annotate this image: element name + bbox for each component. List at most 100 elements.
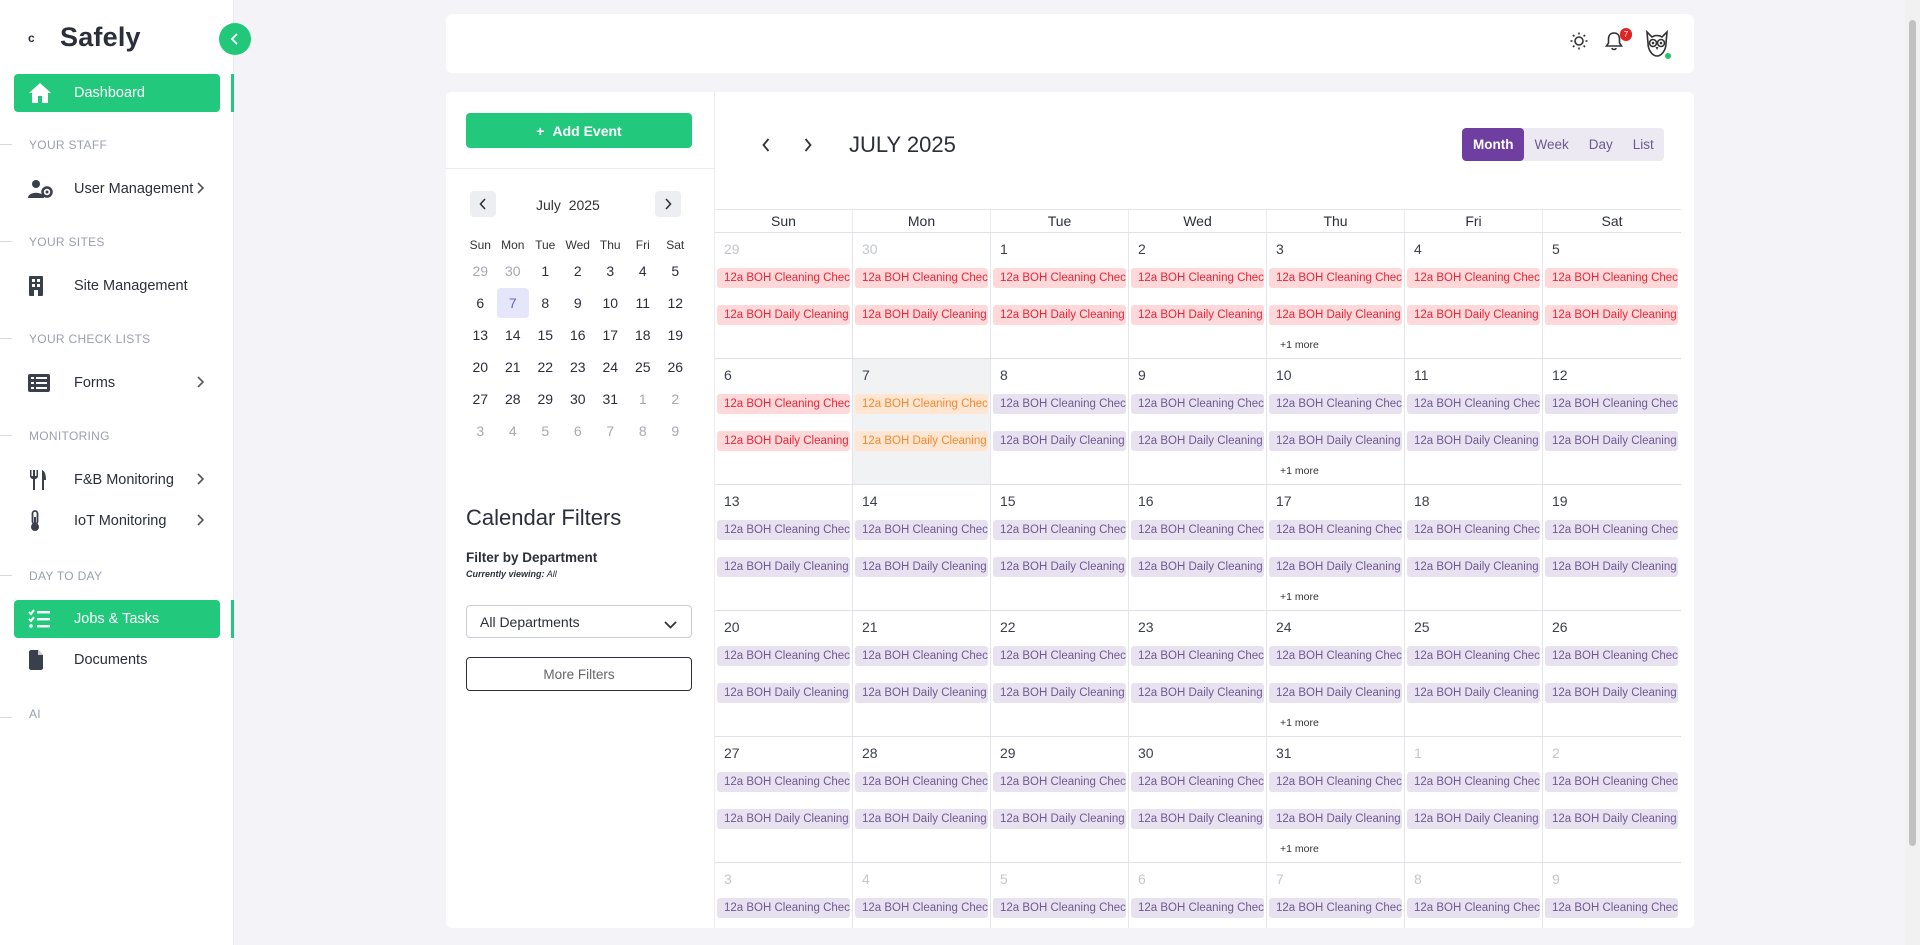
day-number[interactable]: 13 — [724, 493, 740, 509]
day-cell[interactable]: 15 12a BOH Cleaning Checklist 12a BOH Dail… — [991, 485, 1129, 610]
mini-day[interactable]: 18 — [634, 327, 651, 343]
day-number[interactable]: 25 — [1414, 619, 1430, 635]
calendar-event[interactable]: 12a BOH Daily Cleaning — [1545, 683, 1678, 703]
view-week-button[interactable]: Week — [1534, 137, 1569, 152]
day-number[interactable]: 1 — [1000, 241, 1008, 257]
mini-day[interactable]: 2 — [671, 391, 680, 407]
day-number[interactable]: 5 — [1552, 241, 1560, 257]
mini-day[interactable]: 30 — [504, 263, 521, 279]
calendar-event[interactable]: 12a BOH Cleaning Checklist — [1407, 772, 1540, 792]
calendar-event[interactable]: 12a BOH Cleaning Checklist — [1545, 268, 1678, 288]
calendar-event[interactable]: 12a BOH Cleaning Checklist — [1407, 646, 1540, 666]
mini-year[interactable]: 2025 — [568, 197, 600, 213]
calendar-event[interactable]: 12a BOH Daily Cleaning — [1407, 557, 1540, 577]
sidebar-item-jobs-tasks[interactable]: Jobs & Tasks — [14, 600, 220, 638]
mini-day[interactable]: 23 — [569, 359, 586, 375]
calendar-event[interactable]: 12a BOH Daily Cleaning — [1131, 305, 1264, 325]
day-number[interactable]: 9 — [1138, 367, 1146, 383]
mini-day[interactable]: 10 — [602, 295, 619, 311]
mini-day[interactable]: 24 — [602, 359, 619, 375]
day-number[interactable]: 20 — [724, 619, 740, 635]
day-cell[interactable]: 9 12a BOH Cleaning Checklist 12a BOH Daily… — [1129, 359, 1267, 484]
more-filters-button[interactable]: More Filters — [466, 657, 692, 691]
calendar-event[interactable]: 12a BOH Daily Cleaning — [717, 557, 850, 577]
calendar-event[interactable]: 12a BOH Daily Cleaning — [993, 305, 1126, 325]
day-number[interactable]: 14 — [862, 493, 878, 509]
calendar-event[interactable]: 12a BOH Cleaning Checklist — [1545, 520, 1678, 540]
day-number[interactable]: 8 — [1414, 871, 1422, 887]
day-cell[interactable]: 20 12a BOH Cleaning Checklist 12a BOH Dail… — [715, 611, 853, 736]
mini-day[interactable]: 26 — [667, 359, 684, 375]
day-cell[interactable]: 21 12a BOH Cleaning Checklist 12a BOH Dail… — [853, 611, 991, 736]
day-number[interactable]: 11 — [1414, 367, 1429, 383]
calendar-event[interactable]: 12a BOH Cleaning Checklist — [855, 898, 988, 918]
avatar[interactable] — [1642, 28, 1672, 58]
calendar-event[interactable]: 12a BOH Daily Cleaning — [855, 305, 988, 325]
calendar-event[interactable]: 12a BOH Cleaning Checklist — [1131, 394, 1264, 414]
mini-day[interactable]: 13 — [472, 327, 489, 343]
mini-day[interactable]: 22 — [537, 359, 554, 375]
day-number[interactable]: 21 — [862, 619, 878, 635]
view-month-button[interactable]: Month — [1462, 128, 1525, 161]
calendar-event[interactable]: 12a BOH Cleaning Checklist — [1269, 646, 1402, 666]
calendar-event[interactable]: 12a BOH Daily Cleaning — [1269, 809, 1402, 829]
calendar-event[interactable]: 12a BOH Daily Cleaning — [717, 683, 850, 703]
day-number[interactable]: 10 — [1276, 367, 1292, 383]
day-cell[interactable]: 1 12a BOH Cleaning Checklist 12a BOH Daily… — [1405, 737, 1543, 862]
scrollbar-thumb[interactable] — [1909, 20, 1916, 846]
day-cell[interactable]: 24 12a BOH Cleaning Checklist 12a BOH Dail… — [1267, 611, 1405, 736]
calendar-event[interactable]: 12a BOH Daily Cleaning — [1545, 305, 1678, 325]
calendar-event[interactable]: 12a BOH Daily Cleaning — [855, 431, 988, 451]
mini-day[interactable]: 4 — [508, 423, 517, 439]
day-number[interactable]: 29 — [724, 241, 740, 257]
sidebar-item-documents[interactable]: Documents — [14, 641, 220, 679]
day-cell[interactable]: 12 12a BOH Cleaning Checklist 12a BOH Dail… — [1543, 359, 1681, 484]
calendar-event[interactable]: 12a BOH Cleaning Checklist — [1269, 520, 1402, 540]
day-cell[interactable]: 7 12a BOH Cleaning Checklist 12a BOH Daily… — [853, 359, 991, 484]
calendar-event[interactable]: 12a BOH Daily Cleaning — [993, 683, 1126, 703]
mini-day[interactable]: 6 — [573, 423, 582, 439]
calendar-event[interactable]: 12a BOH Cleaning Checklist — [993, 646, 1126, 666]
calendar-event[interactable]: 12a BOH Cleaning Checklist — [1131, 268, 1264, 288]
calendar-event[interactable]: 12a BOH Cleaning Checklist — [855, 268, 988, 288]
calendar-event[interactable]: 12a BOH Cleaning Checklist — [1269, 898, 1402, 918]
day-cell[interactable]: 17 12a BOH Cleaning Checklist 12a BOH Dail… — [1267, 485, 1405, 610]
sidebar-item-site-management[interactable]: Site Management — [14, 267, 220, 305]
brand[interactable]: c Safely — [28, 22, 141, 53]
mini-day[interactable]: 1 — [638, 391, 647, 407]
day-number[interactable]: 30 — [1138, 745, 1154, 761]
mini-day[interactable]: 3 — [606, 263, 615, 279]
day-number[interactable]: 22 — [1000, 619, 1016, 635]
day-cell[interactable]: 16 12a BOH Cleaning Checklist 12a BOH Dail… — [1129, 485, 1267, 610]
day-number[interactable]: 30 — [862, 241, 878, 257]
day-cell[interactable]: 29 12a BOH Cleaning Checklist 12a BOH Dail… — [715, 233, 853, 358]
mini-day[interactable]: 9 — [671, 423, 680, 439]
calendar-event[interactable]: 12a BOH Daily Cleaning — [1269, 431, 1402, 451]
day-number[interactable]: 6 — [724, 367, 732, 383]
more-events-link[interactable]: +1 more — [1280, 465, 1319, 477]
calendar-event[interactable]: 12a BOH Daily Cleaning — [1131, 683, 1264, 703]
day-number[interactable]: 3 — [1276, 241, 1284, 257]
calendar-event[interactable]: 12a BOH Daily Cleaning — [1545, 809, 1678, 829]
calendar-event[interactable]: 12a BOH Daily Cleaning — [717, 431, 850, 451]
calendar-event[interactable]: 12a BOH Daily Cleaning — [1269, 683, 1402, 703]
day-number[interactable]: 26 — [1552, 619, 1568, 635]
day-cell[interactable]: 31 12a BOH Cleaning Checklist 12a BOH Dail… — [1267, 737, 1405, 862]
more-events-link[interactable]: +1 more — [1280, 717, 1319, 729]
day-number[interactable]: 4 — [862, 871, 870, 887]
day-number[interactable]: 16 — [1138, 493, 1154, 509]
day-number[interactable]: 8 — [1000, 367, 1008, 383]
mini-day[interactable]: 15 — [537, 327, 554, 343]
calendar-event[interactable]: 12a BOH Cleaning Checklist — [1131, 772, 1264, 792]
calendar-event[interactable]: 12a BOH Daily Cleaning — [1545, 431, 1678, 451]
day-number[interactable]: 17 — [1276, 493, 1292, 509]
mini-day[interactable]: 7 — [606, 423, 615, 439]
calendar-event[interactable]: 12a BOH Cleaning Checklist — [1407, 268, 1540, 288]
prev-month-button[interactable] — [761, 137, 771, 158]
day-number[interactable]: 31 — [1276, 745, 1292, 761]
calendar-event[interactable]: 12a BOH Cleaning Checklist — [1269, 772, 1402, 792]
